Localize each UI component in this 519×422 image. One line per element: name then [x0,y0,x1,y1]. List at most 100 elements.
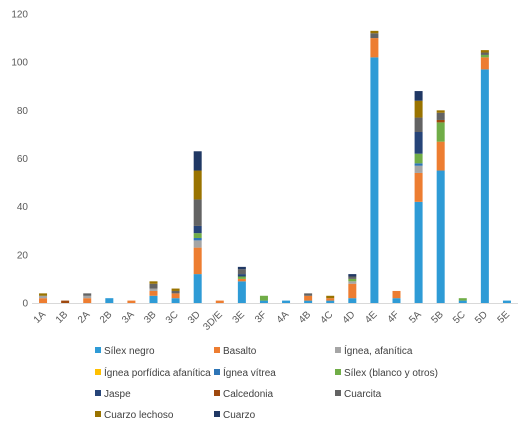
legend-swatch [335,369,341,375]
bar-3d-cuarzo [193,151,202,171]
bar-stack-3c [171,288,180,303]
legend-label: Calcedonia [223,389,273,400]
bar-5a-jaspe [414,132,423,154]
bar-4c-basalto [326,298,335,301]
bar-2a-basalto [83,298,92,303]
bar-stack-3e [237,266,246,303]
bar-3e-silex-negro [237,281,246,303]
x-tick-label-3f: 3F [253,309,269,325]
bar-5b-basalto [436,141,445,171]
x-tick-label-4e: 4E [363,309,380,326]
x-tick-label-2a: 2A [76,309,93,326]
bar-3e-jaspe [237,274,246,277]
bar-4d-cuarcita [348,276,357,279]
bar-stack-3b [149,281,158,303]
bar-3a-basalto [127,300,136,303]
legend-label: Cuarzo [223,410,256,421]
bar-stack-3d-e [215,300,224,303]
bar-3e-basalto [237,278,246,282]
legend-item-basalto: Basalto [214,346,257,357]
x-tick-label-5e: 5E [496,309,513,326]
legend-item-cuarzo: Cuarzo [214,410,256,421]
bar-5c-silex-negro [458,300,467,303]
x-tick-label-3a: 3A [120,309,137,326]
bar-3b-silex-negro [149,295,158,303]
bar-4b-basalto [304,295,313,301]
bar-3d-cuarzo-lechoso [193,170,202,200]
bar-2a-ignea-afanitica [83,295,92,299]
bar-5d-silex-blanco-y-otros [480,54,489,58]
bar-3d-cuarcita [193,199,202,226]
legend-item-silex-negro: Sílex negro [95,346,155,357]
x-tick-label-3e: 3E [231,309,248,326]
legend-swatch [335,390,341,396]
bar-3f-silex-negro [259,300,268,303]
bar-1a-ignea-afanitica [39,295,48,299]
bar-5a-basalto [414,172,423,202]
bar-stack-5a [414,91,423,303]
bar-stack-4e [370,30,379,303]
bar-3d-ignea-afanitica [193,240,202,248]
bar-3e-cuarcita [237,269,246,275]
bar-5a-silex-negro [414,201,423,303]
bar-5d-cuarcita [480,52,489,55]
bar-3e-silex-blanco-y-otros [237,276,246,279]
x-tick-label-3d-e: 3D/E [201,309,225,333]
bar-4f-silex-negro [392,298,401,303]
bar-4d-cuarzo [348,274,357,277]
bar-stack-4a [282,300,291,303]
bar-1b-calcedonia [61,300,70,303]
bar-4c-cuarzo-lechoso [326,295,335,299]
bar-3d-e-basalto [215,300,224,303]
x-tick-label-2b: 2B [98,309,115,326]
bar-4e-basalto [370,38,379,58]
bar-5a-cuarzo [414,91,423,101]
bar-stack-1a [39,293,48,303]
legend-label: Cuarcita [344,389,382,400]
bar-4b-silex-negro [304,300,313,303]
bar-4c-silex-negro [326,300,335,303]
legend-label: Ígnea, afanítica [344,344,413,357]
bar-stack-1b [61,300,70,303]
bar-3d-ignea-vitrea [193,237,202,241]
y-tick-label-40: 40 [17,202,29,213]
bar-3d-silex-negro [193,274,202,303]
x-tick-label-1a: 1A [32,309,49,326]
bar-3c-silex-negro [171,298,180,303]
bar-5b-silex-blanco-y-otros [436,122,445,142]
legend-item-ignea-vitrea: Ígnea vítrea [214,366,276,379]
bars [39,30,511,304]
y-axis: 0 20 40 60 80 100 120 [11,10,28,310]
legend-swatch [214,347,220,353]
bar-5b-cuarcita [436,112,445,120]
x-tick-label-3c: 3C [164,309,181,326]
legend-swatch [95,347,101,353]
bar-4d-silex-blanco-y-otros [348,278,357,282]
bar-3c-cuarcita [171,290,180,294]
legend-item-cuarzo-lechoso: Cuarzo lechoso [95,410,174,421]
bar-3b-cuarcita [149,283,158,289]
x-tick-label-3d: 3D [186,309,203,326]
bar-3f-silex-blanco-y-otros [259,295,268,301]
bar-4e-silex-negro [370,57,379,303]
legend-item-cuarcita: Cuarcita [335,389,382,400]
legend-label: Ígnea porfídica afanítica [104,366,211,379]
bar-3d-silex-blanco-y-otros [193,233,202,238]
x-tick-label-5c: 5C [451,309,468,326]
legend-swatch [214,411,220,417]
legend-swatch [214,369,220,375]
legend-swatch [335,347,341,353]
bar-4a-silex-negro [282,300,291,303]
bar-2a-cuarcita [83,293,92,296]
x-tick-label-4f: 4F [386,309,402,325]
bar-5b-calcedonia [436,119,445,123]
x-tick-label-5d: 5D [473,309,490,326]
bar-5a-cuarcita [414,117,423,133]
x-tick-label-5b: 5B [429,309,446,326]
bar-stack-5b [436,110,445,303]
legend-item-silex-blanco-y-otros: Sílex (blanco y otros) [335,368,438,379]
bar-3c-basalto [171,293,180,299]
bar-5a-cuarzo-lechoso [414,100,423,118]
